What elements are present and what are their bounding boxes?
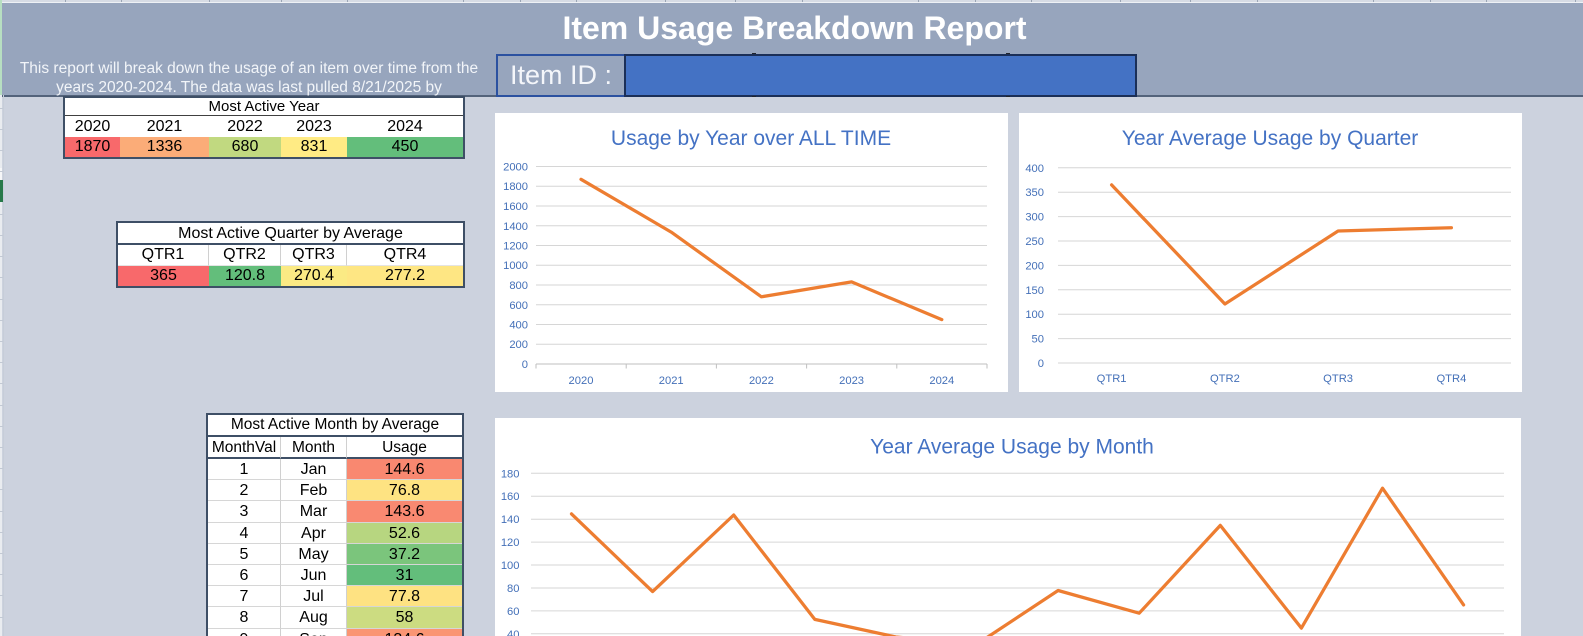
svg-text:QTR2: QTR2 <box>1210 373 1240 385</box>
svg-text:250: 250 <box>1025 236 1044 248</box>
svg-text:200: 200 <box>1025 260 1044 272</box>
svg-text:QTR3: QTR3 <box>1323 373 1353 385</box>
svg-text:1600: 1600 <box>503 201 528 213</box>
svg-text:1000: 1000 <box>503 260 528 272</box>
svg-text:180: 180 <box>501 468 520 480</box>
svg-text:150: 150 <box>1025 285 1044 297</box>
svg-text:160: 160 <box>501 491 520 503</box>
svg-text:2023: 2023 <box>839 375 864 387</box>
svg-text:50: 50 <box>1032 334 1044 346</box>
svg-text:200: 200 <box>509 339 528 351</box>
svg-text:80: 80 <box>507 583 519 595</box>
svg-text:2000: 2000 <box>503 162 528 174</box>
svg-text:Usage by Year over ALL TIME: Usage by Year over ALL TIME <box>611 127 891 150</box>
svg-text:600: 600 <box>509 300 528 312</box>
svg-text:400: 400 <box>1025 163 1044 175</box>
svg-text:2020: 2020 <box>569 375 594 387</box>
svg-text:60: 60 <box>507 606 519 618</box>
svg-text:100: 100 <box>1025 309 1044 321</box>
svg-text:QTR4: QTR4 <box>1436 373 1466 385</box>
svg-text:Year Average Usage by Quarter: Year Average Usage by Quarter <box>1122 127 1419 150</box>
svg-text:800: 800 <box>509 280 528 292</box>
svg-text:2024: 2024 <box>929 375 954 387</box>
svg-text:QTR1: QTR1 <box>1097 373 1127 385</box>
svg-text:120: 120 <box>501 537 520 549</box>
svg-text:350: 350 <box>1025 187 1044 199</box>
svg-text:0: 0 <box>1038 358 1044 370</box>
svg-text:2021: 2021 <box>659 375 684 387</box>
svg-text:Year Average Usage by Month: Year Average Usage by Month <box>870 435 1154 458</box>
svg-text:1400: 1400 <box>503 221 528 233</box>
svg-text:100: 100 <box>501 560 520 572</box>
svg-text:1200: 1200 <box>503 241 528 253</box>
svg-text:400: 400 <box>509 320 528 332</box>
svg-text:40: 40 <box>507 629 519 636</box>
svg-text:140: 140 <box>501 514 520 526</box>
svg-text:300: 300 <box>1025 212 1044 224</box>
svg-text:2022: 2022 <box>749 375 774 387</box>
svg-text:0: 0 <box>522 359 528 371</box>
svg-text:1800: 1800 <box>503 181 528 193</box>
